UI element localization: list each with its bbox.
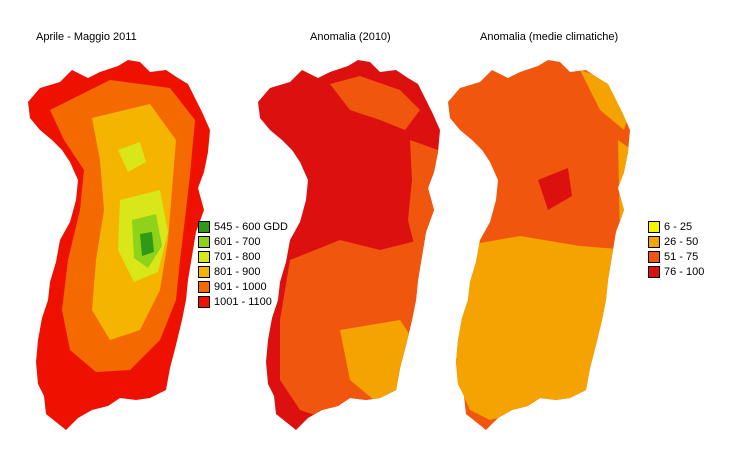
map-title-gdd: Aprile - Maggio 2011 xyxy=(36,31,137,43)
legend-anomaly-swatch xyxy=(648,265,660,278)
legend-anomaly-label: 76 - 100 xyxy=(664,265,705,278)
legend-gdd-entry: 1001 - 1100 xyxy=(198,294,288,309)
legend-anomaly-label: 26 - 50 xyxy=(664,235,699,248)
legend-anomaly-label: 6 - 25 xyxy=(664,220,693,233)
legend-gdd-swatch xyxy=(198,235,210,248)
legend-gdd-swatch xyxy=(198,295,210,308)
zone-26-50-north xyxy=(580,70,630,130)
legend-gdd-entry: 545 - 600 GDD xyxy=(198,219,288,234)
legend-anomaly-entry: 6 - 25 xyxy=(648,219,704,234)
legend-gdd-label: 545 - 600 GDD xyxy=(214,220,288,233)
zone-6-25 xyxy=(418,300,432,380)
legend-anomaly-entry: 51 - 75 xyxy=(648,249,704,264)
zone-545-600 xyxy=(140,232,154,256)
map-title-anomaly-2010: Anomalia (2010) xyxy=(310,31,391,43)
legend-gdd-label: 601 - 700 xyxy=(214,235,261,248)
zone-701-800-north xyxy=(118,142,146,172)
map-gdd xyxy=(28,60,210,430)
legend-anomaly-entry: 76 - 100 xyxy=(648,264,704,279)
legend-gdd-label: 701 - 800 xyxy=(214,250,261,263)
zone-51-75-north xyxy=(330,76,420,130)
zone-26-50-south xyxy=(448,236,630,420)
legend-gdd-swatch xyxy=(198,280,210,293)
legend-anomaly-label: 51 - 75 xyxy=(664,250,699,263)
legend-anomaly-swatch xyxy=(648,250,660,263)
legend-anomaly: 6 - 25 26 - 50 51 - 75 76 - 100 xyxy=(648,219,704,279)
legend-anomaly-swatch xyxy=(648,235,660,248)
legend-gdd-entry: 701 - 800 xyxy=(198,249,288,264)
legend-gdd-label: 801 - 900 xyxy=(214,265,261,278)
map-title-anomaly-climate: Anomalia (medie climatiche) xyxy=(480,31,619,43)
legend-gdd-swatch xyxy=(198,220,210,233)
legend-gdd-entry: 601 - 700 xyxy=(198,234,288,249)
legend-gdd-entry: 801 - 900 xyxy=(198,264,288,279)
zone-26-50-east xyxy=(618,140,630,240)
map-anomaly-climate xyxy=(448,60,630,430)
legend-gdd-swatch xyxy=(198,265,210,278)
legend-gdd-label: 901 - 1000 xyxy=(214,280,267,293)
legend-anomaly-swatch xyxy=(648,220,660,233)
legend-gdd-swatch xyxy=(198,250,210,263)
zone-6-25 xyxy=(602,290,626,392)
legend-gdd: 545 - 600 GDD 601 - 700 701 - 800 801 - 900… xyxy=(198,219,288,309)
legend-anomaly-entry: 26 - 50 xyxy=(648,234,704,249)
legend-gdd-entry: 901 - 1000 xyxy=(198,279,288,294)
legend-gdd-label: 1001 - 1100 xyxy=(214,295,272,308)
gdd-zones xyxy=(50,80,195,372)
zone-76-100 xyxy=(538,168,572,210)
